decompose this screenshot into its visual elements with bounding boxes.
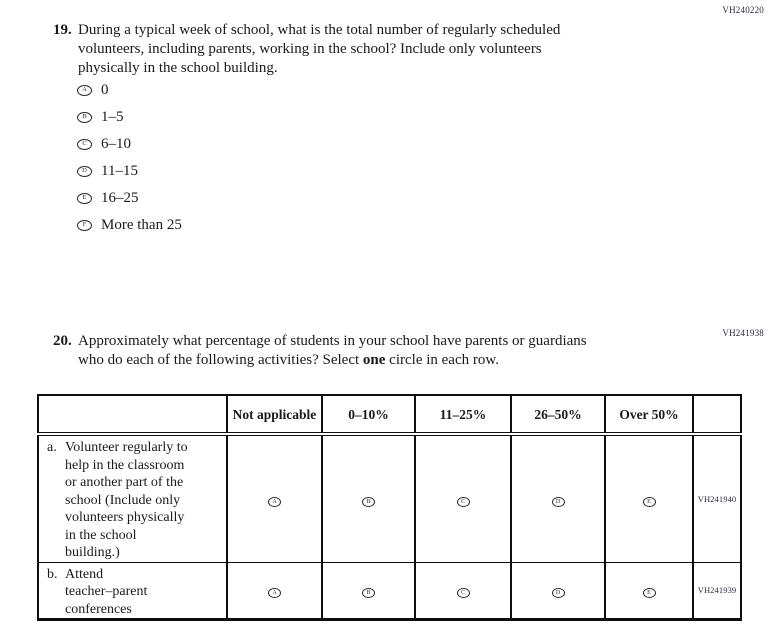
row-a-cell-not-applicable: A <box>226 433 323 563</box>
option-11-15[interactable]: D 11–15 <box>77 158 182 185</box>
answer-bubble-icon[interactable]: D <box>551 588 565 599</box>
row-a-cell-26-50: D <box>510 433 606 563</box>
row-b-cell-not-applicable: A <box>226 561 323 620</box>
option-label: 1–5 <box>101 109 124 125</box>
question-20-head: 20. Approximately what percentage of stu… <box>53 332 693 370</box>
table-header-row: Not applicable 0–10% 11–25% 26–50% Over … <box>37 394 742 436</box>
row-b-accession-code: VH241939 <box>692 561 742 620</box>
option-label: 0 <box>101 82 109 98</box>
question-20-table-wrap: Not applicable 0–10% 11–25% 26–50% Over … <box>37 394 742 621</box>
answer-bubble-icon[interactable]: A <box>77 85 92 96</box>
answer-bubble-icon[interactable]: A <box>268 588 281 599</box>
row-a-cell-0-10: B <box>321 433 416 563</box>
row-b-cell-11-25: C <box>414 561 512 620</box>
question-19-head: 19. During a typical week of school, wha… <box>53 21 673 78</box>
header-stub <box>37 394 228 436</box>
option-more-than-25[interactable]: F More than 25 <box>77 212 182 239</box>
option-label: More than 25 <box>101 217 182 233</box>
answer-bubble-icon[interactable]: E <box>642 496 656 507</box>
question-19-text: During a typical week of school, what is… <box>78 22 561 76</box>
row-a-cell-11-25: C <box>414 433 512 563</box>
answer-bubble-icon[interactable]: F <box>77 220 92 231</box>
header-11-25: 11–25% <box>414 394 512 436</box>
row-a-accession-code: VH241940 <box>692 433 742 563</box>
answer-bubble-icon[interactable]: D <box>551 496 565 507</box>
row-b-cell-26-50: D <box>510 561 606 620</box>
row-a-cell-over-50: E <box>604 433 694 563</box>
answer-bubble-icon[interactable]: D <box>77 166 92 177</box>
answer-bubble-icon[interactable]: E <box>77 193 92 204</box>
row-a-item-inner: a. Volunteer regularly to help in the cl… <box>47 439 224 562</box>
header-not-applicable: Not applicable <box>226 394 323 436</box>
question-20-accession-code: VH241938 <box>722 328 764 338</box>
row-b-cell-0-10: B <box>321 561 416 620</box>
header-over-50: Over 50% <box>604 394 694 436</box>
option-1-5[interactable]: B 1–5 <box>77 104 182 131</box>
header-code-column <box>692 394 742 436</box>
answer-bubble-icon[interactable]: B <box>362 588 375 599</box>
answer-bubble-icon[interactable]: B <box>77 112 92 123</box>
option-label: 11–15 <box>101 163 138 179</box>
row-b-letter: b. <box>47 566 58 582</box>
question-19-number: 19. <box>53 22 72 38</box>
option-label: 6–10 <box>101 136 131 152</box>
row-b-cell-over-50: E <box>604 561 694 620</box>
question-20: 20. Approximately what percentage of stu… <box>53 332 693 370</box>
table-row-a: a. Volunteer regularly to help in the cl… <box>37 433 742 563</box>
header-26-50: 26–50% <box>510 394 606 436</box>
row-b-item-inner: b. Attend teacher–parent conferences <box>47 566 224 619</box>
question-19-options: A 0 B 1–5 C 6–10 D 11–15 E 16–25 F More … <box>77 77 182 239</box>
row-a-letter: a. <box>47 440 57 455</box>
option-label: 16–25 <box>101 190 139 206</box>
answer-bubble-icon[interactable]: E <box>642 588 656 599</box>
row-a-item: a. Volunteer regularly to help in the cl… <box>37 433 228 563</box>
row-b-text: Attend teacher–parent conferences <box>65 566 148 617</box>
answer-bubble-icon[interactable]: B <box>362 496 375 507</box>
row-a-text: Volunteer regularly to help in the class… <box>65 440 188 560</box>
header-0-10: 0–10% <box>321 394 416 436</box>
question-20-text-bold: one <box>362 352 386 368</box>
answer-bubble-icon[interactable]: A <box>268 496 281 507</box>
option-16-25[interactable]: E 16–25 <box>77 185 182 212</box>
question-20-table: Not applicable 0–10% 11–25% 26–50% Over … <box>37 394 742 621</box>
question-19: 19. During a typical week of school, wha… <box>53 21 673 78</box>
answer-bubble-icon[interactable]: C <box>77 139 92 150</box>
question-20-text-before: Approximately what percentage of student… <box>78 333 587 368</box>
answer-bubble-icon[interactable]: C <box>456 588 470 599</box>
option-6-10[interactable]: C 6–10 <box>77 131 182 158</box>
row-b-item: b. Attend teacher–parent conferences <box>37 561 228 620</box>
answer-bubble-icon[interactable]: C <box>456 496 470 507</box>
table-row-b: b. Attend teacher–parent conferences A B… <box>37 561 742 620</box>
option-0[interactable]: A 0 <box>77 77 182 104</box>
question-20-text-after: circle in each row. <box>385 352 499 368</box>
question-20-number: 20. <box>53 333 72 349</box>
question-19-accession-code: VH240220 <box>722 5 764 15</box>
question-20-text: Approximately what percentage of student… <box>78 332 587 370</box>
